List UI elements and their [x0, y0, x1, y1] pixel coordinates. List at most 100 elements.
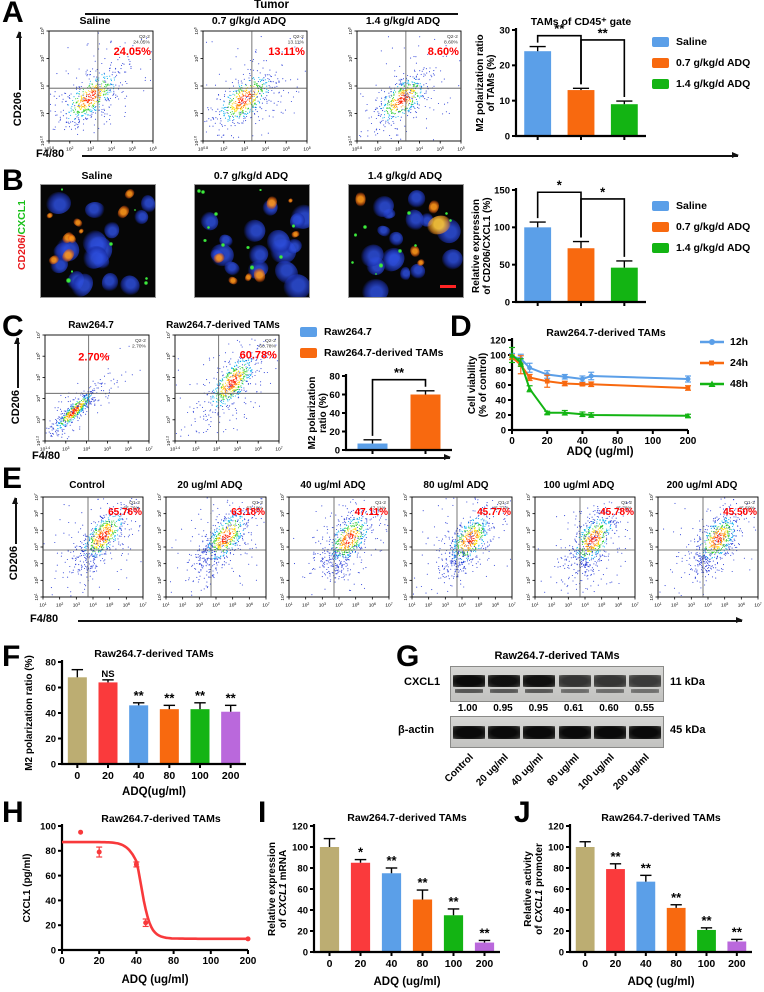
svg-text:107: 107	[275, 446, 282, 453]
cell-blob	[103, 221, 120, 239]
svg-text:Q2-28.60%: Q2-2 8.60%	[444, 34, 459, 46]
flow-title-control: Control	[69, 480, 105, 491]
blot-title: Raw264.7-derived TAMs	[494, 650, 620, 662]
svg-text:200: 200	[680, 436, 697, 447]
svg-text:106: 106	[193, 27, 200, 34]
scale-bar	[440, 285, 456, 288]
svg-text:30: 30	[499, 25, 510, 36]
svg-text:103: 103	[395, 146, 402, 153]
protein-band	[593, 725, 626, 739]
panel-h-letter: H	[2, 796, 24, 829]
svg-text:107: 107	[139, 602, 146, 609]
svg-text:106: 106	[347, 27, 354, 34]
faint-band	[560, 688, 589, 694]
svg-text:104: 104	[35, 395, 42, 402]
svg-text:104: 104	[165, 395, 172, 402]
cell-blob	[213, 212, 218, 217]
legend-item: 48h	[700, 378, 748, 390]
f480-axis-label-e: F4/80	[30, 613, 59, 625]
svg-text:100.8: 100.8	[198, 146, 208, 153]
blot-lane	[452, 674, 485, 694]
svg-text:80: 80	[612, 436, 624, 447]
svg-text:101.4: 101.4	[170, 446, 180, 453]
flow-title-40: 40 ug/ml ADQ	[300, 480, 366, 491]
cell-blob	[289, 229, 301, 239]
svg-text:Q2-213.11%: Q2-2 13.11%	[288, 34, 305, 46]
bactin-blot	[450, 716, 664, 748]
legend-label: 48h	[730, 378, 749, 390]
cell-blob	[258, 188, 262, 192]
panel-e-letter: E	[2, 462, 23, 495]
svg-text:50: 50	[499, 260, 510, 271]
flow-title-80: 80 ug/ml ADQ	[423, 480, 489, 491]
svg-text:Q2-22.70%: Q2-2 2.70%	[132, 338, 147, 350]
blot-lane	[523, 674, 556, 694]
svg-text:101: 101	[33, 593, 40, 600]
cell-blob	[60, 187, 64, 191]
svg-text:104: 104	[262, 146, 269, 153]
flow-plot-e-80: 101 102 103 104 105 106 1071011021031041051061…	[402, 493, 515, 608]
legend-item: 12h	[700, 336, 748, 348]
cell-blob	[45, 190, 72, 215]
flow-plot-e-200: 101 102 103 104 105 106 1071011021031041051061…	[648, 493, 761, 608]
svg-text:104: 104	[212, 602, 219, 609]
svg-text:of TAMs (%): of TAMs (%)	[486, 54, 497, 111]
svg-text:103: 103	[192, 446, 199, 453]
svg-text:102: 102	[56, 602, 63, 609]
blot-lane	[558, 674, 591, 694]
bar-chart-m2-ratio-c: 0 20 40 60 80 ** M2 polarization ratio (%)	[307, 365, 452, 456]
svg-text:105: 105	[106, 602, 113, 609]
legend-label: 24h	[730, 357, 749, 369]
bar-chart-cd206-cxcl1: 0 50 100 150 * * Relative expression of CD206/C…	[471, 178, 646, 308]
svg-text:**: **	[554, 21, 565, 36]
flow-title-100: 100 ug/ml ADQ	[543, 480, 615, 491]
protein-band	[523, 725, 556, 739]
if-image-14	[348, 184, 464, 298]
svg-text:103: 103	[241, 146, 248, 153]
flow-title-20: 20 ug/ml ADQ	[177, 480, 243, 491]
svg-text:101.6: 101.6	[193, 136, 200, 146]
flow-title-200: 200 ug/ml ADQ	[666, 480, 738, 491]
svg-text:100: 100	[644, 436, 661, 447]
faint-band	[525, 688, 554, 694]
cell-blob	[398, 249, 402, 253]
band-value: 0.95	[528, 703, 549, 714]
line-chart-viability: 0 20 40 60 80 100 120 0 20 40 80 100 200 Raw264.7-der…	[467, 327, 697, 458]
cell-blob	[407, 210, 412, 215]
svg-text:100: 100	[494, 223, 510, 234]
blot-lane	[487, 725, 520, 739]
cell-blob	[404, 187, 429, 212]
svg-text:102: 102	[156, 577, 163, 584]
legend-swatch	[652, 243, 669, 253]
if-title-07: 0.7 g/kg/d ADQ	[213, 170, 289, 182]
panel-g-letter: G	[396, 640, 420, 673]
legend-item: Raw264.7-derived TAMs	[300, 347, 443, 359]
svg-text:104: 104	[108, 146, 115, 153]
band-value: 0.55	[634, 703, 655, 714]
svg-text:101: 101	[39, 602, 46, 609]
svg-text:*: *	[557, 178, 563, 193]
cell-blob	[427, 199, 441, 216]
cxcl1-kda: 11 kDa	[670, 676, 705, 688]
svg-text:102: 102	[220, 146, 227, 153]
tumor-header-line	[85, 13, 458, 16]
svg-text:of CD206/CXCL1 (%): of CD206/CXCL1 (%)	[482, 197, 493, 294]
svg-text:105: 105	[35, 374, 42, 381]
svg-text:106: 106	[39, 27, 46, 34]
legend-swatch	[300, 348, 317, 358]
svg-text:100.8: 100.8	[44, 146, 54, 153]
blot-lane-labels: Control 20 ug/ml 40 ug/ml 80 ug/ml 100 ug/ml…	[443, 750, 662, 796]
protein-band	[523, 674, 556, 687]
svg-text:13.11%: 13.11%	[268, 46, 305, 58]
svg-text:M2 polarization ratio: M2 polarization ratio	[475, 34, 486, 131]
svg-text:103: 103	[165, 416, 172, 423]
cell-blob	[437, 245, 463, 274]
cd206-cxcl1-side-label: CD206/CXCL1	[16, 200, 28, 270]
svg-text:107: 107	[35, 331, 42, 338]
panel-i-letter: I	[258, 796, 267, 829]
svg-text:TAMs of CD45⁺ gate: TAMs of CD45⁺ gate	[531, 16, 632, 28]
cd206-axis-label-e: CD206	[8, 546, 20, 581]
svg-text:Q2-260.78%: Q2-2 60.78%	[259, 338, 276, 350]
bactin-kda: 45 kDa	[670, 724, 706, 736]
bar-chart-cxcl1-promoter: 0204060801001200**20**40**80**100**200Ra…	[523, 812, 752, 988]
